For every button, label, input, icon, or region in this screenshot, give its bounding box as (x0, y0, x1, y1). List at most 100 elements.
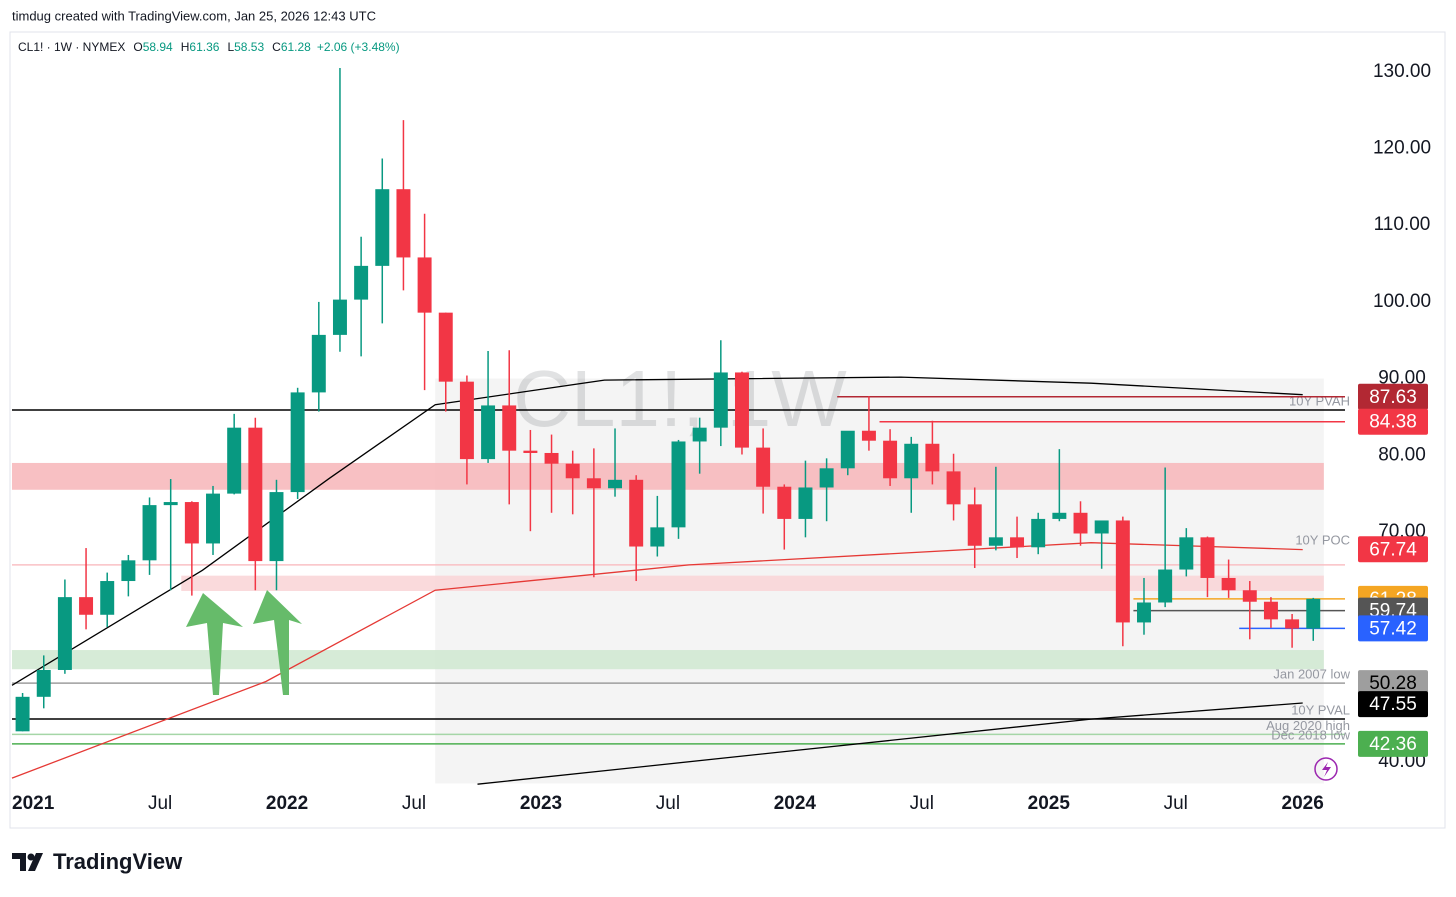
legend-part: L (227, 40, 234, 54)
moving-average (477, 702, 1303, 785)
y-tick-label: 130.00 (1373, 61, 1431, 82)
y-tick-label: 110.00 (1374, 214, 1431, 235)
candle-body (417, 257, 432, 313)
candle-body (1221, 577, 1236, 591)
candle-body (206, 493, 220, 544)
candle-body (1073, 512, 1088, 534)
x-tick-label: Jul (1164, 793, 1188, 814)
price-label-box (1358, 670, 1428, 697)
legend-part: O (133, 40, 142, 54)
x-tick-label: 2023 (520, 793, 562, 814)
x-tick-label: 2022 (266, 793, 308, 814)
price-label: 42.36 (1369, 734, 1417, 755)
legend-part: 58.94 (143, 40, 173, 54)
candle-body (713, 372, 728, 428)
x-tick-label: 2024 (774, 793, 817, 814)
price-label: 87.63 (1369, 387, 1417, 408)
candle-body (332, 299, 347, 335)
price-label-box (1358, 536, 1428, 563)
level-annotation: Jan 2007 low (1273, 667, 1350, 682)
candle-body (36, 669, 51, 697)
candle-body (1158, 569, 1173, 603)
candle-body (1179, 537, 1194, 570)
price-label-box (1358, 615, 1428, 642)
candle-body (629, 479, 644, 547)
candle-body (756, 447, 771, 487)
y-tick-label: 100.00 (1373, 291, 1431, 312)
ohlc-legend: CL1! · 1W · NYMEX O58.94 H61.36 L58.53 C61.2… (18, 40, 400, 54)
candle-body (311, 334, 326, 393)
candle-body (1263, 601, 1278, 620)
candle-body (650, 527, 665, 547)
candle-body (861, 430, 876, 441)
candle-body (819, 468, 834, 488)
candle-body (1242, 590, 1257, 602)
candle-body (396, 189, 411, 258)
candle-body (248, 427, 263, 562)
candle-body (840, 430, 855, 469)
alert-bolt (1322, 762, 1331, 777)
price-label-box (1358, 730, 1428, 757)
y-tick-label: 90.00 (1378, 368, 1426, 389)
candle-body (692, 427, 707, 442)
candle-body (777, 486, 792, 519)
price-label-box (1358, 408, 1428, 435)
candle-body (1031, 518, 1046, 548)
price-label: 47.55 (1369, 694, 1417, 715)
legend-part: H (181, 40, 190, 54)
price-label: 50.28 (1369, 673, 1417, 694)
brand: TradingView (53, 849, 183, 874)
x-tick-label: Jul (402, 793, 426, 814)
arrow (186, 593, 243, 695)
candle-body (375, 189, 390, 266)
x-tick-label: 2025 (1028, 793, 1071, 814)
x-tick-label: Jul (910, 793, 934, 814)
candle-body (15, 696, 30, 732)
candle-body (586, 478, 601, 489)
arrow (253, 590, 302, 695)
legend-part: +2.06 (+3.48%) (317, 40, 400, 54)
zone (12, 650, 1324, 670)
x-tick-label: Jul (656, 793, 680, 814)
candle-body (354, 265, 369, 300)
candle-body (967, 504, 982, 546)
price-label-box (1358, 691, 1428, 718)
price-label: 57.42 (1369, 618, 1417, 639)
zone (181, 575, 1324, 591)
candle-body (798, 487, 813, 519)
candle-body (608, 479, 623, 489)
level-annotation: Aug 2020 high (1266, 718, 1350, 733)
candle-body (100, 581, 115, 615)
zone (12, 462, 1324, 490)
y-tick-label: 80.00 (1378, 444, 1426, 465)
moving-average (11, 376, 1303, 686)
x-tick-label: Jul (148, 793, 172, 814)
candle-body (79, 597, 94, 615)
candle-body (1306, 598, 1321, 629)
candle-body (1052, 512, 1067, 519)
logo (12, 853, 43, 871)
level-annotation: 10Y POC (1295, 533, 1350, 548)
candle-body (163, 502, 178, 506)
candle-body (904, 443, 919, 479)
candle-body (1200, 537, 1215, 578)
credit: timdug created with TradingView.com, Jan… (12, 8, 376, 23)
alert-icon[interactable] (1314, 757, 1338, 781)
level-annotation: 10Y PVAH (1289, 393, 1350, 408)
candle-body (184, 502, 199, 544)
candle-body (121, 560, 136, 582)
candle-body (57, 597, 72, 670)
price-label: 84.38 (1369, 412, 1417, 433)
candle-body (1137, 602, 1151, 623)
legend-part: 58.53 (234, 40, 264, 54)
price-label: 67.74 (1369, 539, 1417, 560)
candle-body (438, 312, 453, 382)
candle-body (481, 405, 496, 460)
y-tick-label: 120.00 (1373, 138, 1431, 159)
candle-body (544, 452, 559, 464)
candle-body (925, 443, 940, 472)
candle-body (734, 372, 749, 448)
candle-body (459, 381, 474, 460)
candle-body (142, 505, 157, 561)
